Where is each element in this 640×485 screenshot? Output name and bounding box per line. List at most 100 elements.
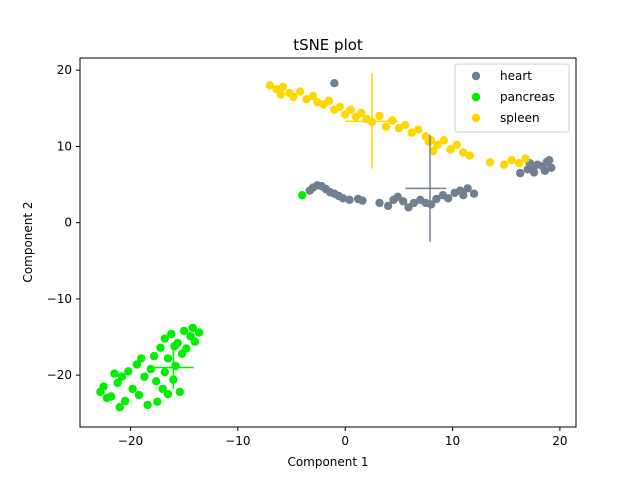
- heart-point: [375, 198, 384, 208]
- pancreas-point: [153, 397, 162, 406]
- y-tick-label: 10: [57, 139, 72, 153]
- heart-point: [540, 166, 550, 175]
- x-tick-label: −10: [225, 434, 250, 448]
- heart-point: [432, 194, 441, 204]
- heart-point: [383, 201, 393, 211]
- spleen-point: [302, 95, 311, 104]
- heart-point: [463, 184, 472, 193]
- heart-point: [409, 198, 419, 208]
- pancreas-point: [149, 351, 159, 361]
- y-axis-label: Component 2: [21, 201, 35, 282]
- pancreas-point: [124, 367, 133, 376]
- spleen-point: [507, 156, 516, 165]
- x-tick-label: 0: [341, 434, 349, 448]
- x-axis: −20 −10 0 10 20: [118, 427, 568, 448]
- pancreas-point: [188, 323, 197, 333]
- y-tick-label: −10: [47, 292, 72, 306]
- x-tick-label: 20: [552, 434, 567, 448]
- spleen-point: [324, 96, 334, 105]
- spleen-point: [414, 125, 423, 134]
- pancreas-point: [171, 361, 180, 371]
- spleen-point: [407, 128, 416, 137]
- spleen-point: [429, 146, 438, 156]
- pancreas-point: [115, 403, 124, 412]
- spleen-point: [521, 154, 530, 163]
- pancreas-point: [140, 372, 149, 381]
- spleen-point: [499, 160, 509, 169]
- axes-frame: [79, 57, 577, 428]
- y-axis: −20 −10 0 10 20: [47, 63, 80, 382]
- spleen-point: [346, 105, 355, 115]
- pancreas-point: [158, 384, 167, 394]
- pancreas-point: [182, 344, 191, 353]
- pancreas-point: [175, 387, 184, 397]
- pancreas-point: [163, 354, 173, 363]
- spleen-point: [308, 91, 318, 101]
- spleen-point: [459, 148, 468, 157]
- y-tick-label: 20: [57, 63, 72, 77]
- pancreas-point: [146, 364, 156, 374]
- pancreas-point: [152, 377, 161, 386]
- spleen-point: [381, 122, 391, 131]
- spleen-point: [388, 116, 397, 125]
- legend-marker-heart: [471, 71, 481, 81]
- pancreas-point: [143, 400, 152, 410]
- pancreas-point: [195, 328, 204, 337]
- pancreas-point: [167, 329, 176, 339]
- pancreas-point: [134, 390, 144, 400]
- plot-area: [96, 73, 556, 412]
- pancreas-point: [137, 354, 146, 363]
- heart-point: [516, 168, 525, 178]
- spleen-point: [278, 82, 288, 92]
- pancreas-point: [156, 343, 165, 352]
- spleen-point: [452, 140, 461, 150]
- heart-point: [305, 186, 314, 195]
- heart-point: [358, 196, 367, 205]
- heart-point: [426, 200, 436, 209]
- x-tick-label: −20: [118, 434, 143, 448]
- heart-point: [545, 156, 554, 165]
- heart-point: [469, 189, 479, 198]
- legend-box: [454, 63, 570, 133]
- x-tick-label: 10: [445, 434, 460, 448]
- legend-marker-spleen: [471, 113, 481, 123]
- pancreas-point: [132, 360, 142, 369]
- spleen-point: [514, 159, 524, 168]
- pancreas-point: [190, 337, 200, 346]
- pancreas-point: [163, 390, 173, 399]
- pancreas-point: [179, 326, 189, 336]
- heart-point: [330, 79, 339, 88]
- heart-point: [399, 197, 408, 206]
- legend: heart pancreas spleen: [454, 63, 570, 133]
- pancreas-point: [120, 396, 130, 406]
- pancreas-point: [117, 372, 127, 381]
- pancreas-point: [160, 334, 169, 343]
- spleen-point: [394, 123, 404, 133]
- legend-label-pancreas: pancreas: [500, 90, 555, 104]
- pancreas-point: [96, 387, 105, 397]
- spleen-point: [424, 137, 434, 147]
- pancreas-point: [110, 369, 119, 378]
- legend-label-heart: heart: [500, 69, 532, 83]
- x-axis-label: Component 1: [287, 455, 368, 469]
- spleen-point: [276, 90, 285, 99]
- y-tick-label: −20: [47, 368, 72, 382]
- spleen-point: [401, 120, 410, 130]
- spleen-point: [335, 102, 344, 112]
- spleen-point: [289, 92, 298, 102]
- pancreas-point: [128, 384, 137, 394]
- heart-point: [547, 163, 556, 172]
- heart-point: [338, 194, 348, 203]
- heart-point: [345, 195, 354, 204]
- heart-point: [444, 194, 453, 203]
- spleen-point: [313, 98, 322, 107]
- spleen-point: [265, 81, 275, 90]
- spleen-point: [465, 151, 474, 160]
- spleen-point: [439, 136, 449, 145]
- pancreas-point: [170, 342, 179, 351]
- spleen-point: [295, 87, 305, 96]
- y-tick-label: 0: [64, 216, 72, 230]
- legend-label-spleen: spleen: [500, 111, 540, 125]
